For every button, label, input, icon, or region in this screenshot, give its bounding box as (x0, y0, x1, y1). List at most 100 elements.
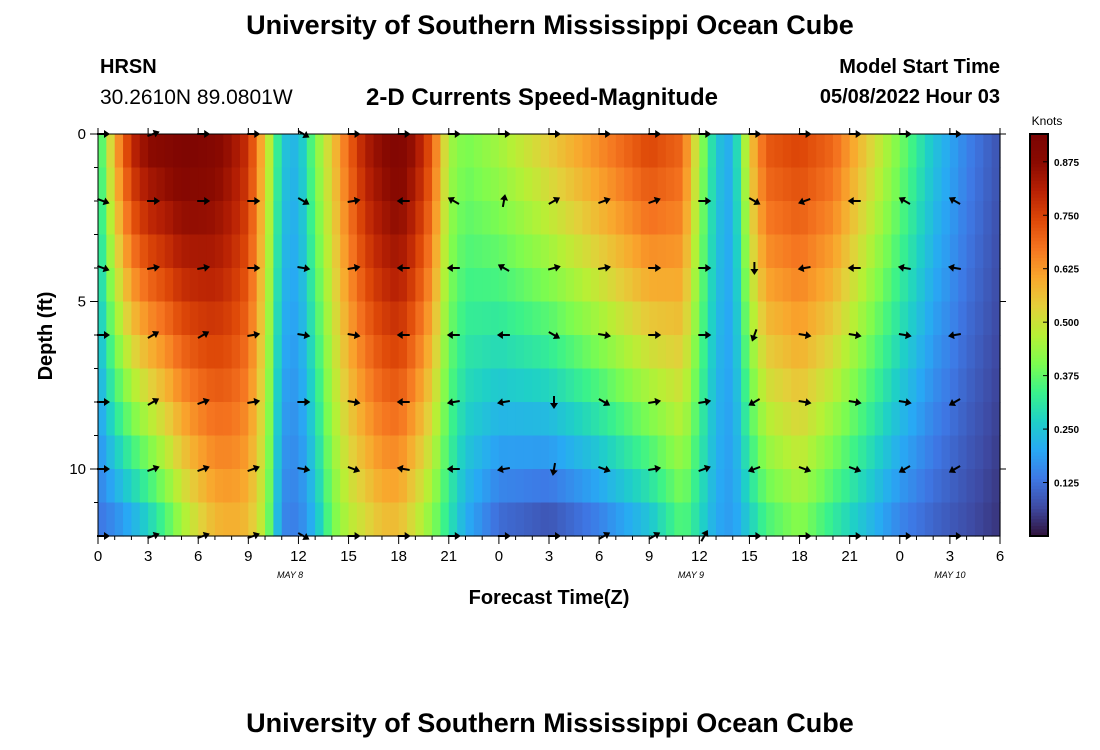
heatmap-cell (98, 301, 107, 336)
heatmap-cell (198, 435, 208, 470)
colorbar-step (1030, 180, 1048, 185)
heatmap-cell (724, 502, 734, 537)
heatmap-cell (507, 469, 517, 504)
heatmap-cell (849, 402, 859, 437)
heatmap-cell (749, 368, 759, 403)
heatmap-cell (924, 301, 934, 336)
heatmap-cell (699, 469, 709, 504)
heatmap-cell (331, 167, 341, 202)
heatmap-cell (557, 402, 567, 437)
heatmap-cell (365, 201, 375, 236)
heatmap-cell (498, 167, 508, 202)
current-arrow (797, 264, 811, 273)
colorbar-frame (1029, 133, 1049, 537)
heatmap-cell (223, 435, 233, 470)
heatmap-cell (139, 435, 149, 470)
current-arrow (847, 197, 861, 205)
heatmap-cell (173, 167, 183, 202)
heatmap-cell (933, 502, 943, 537)
colorbar-step (1030, 274, 1048, 279)
heatmap-cell (398, 268, 408, 303)
heatmap-cell (398, 435, 408, 470)
heatmap-cell (331, 234, 341, 269)
heatmap-cell (390, 368, 400, 403)
colorbar-step (1030, 328, 1048, 333)
heatmap-cell (874, 402, 884, 437)
heatmap-cell (523, 335, 533, 370)
heatmap-cell (949, 134, 959, 169)
heatmap-cell (799, 268, 809, 303)
heatmap-cell (340, 167, 350, 202)
heatmap-cell (356, 234, 366, 269)
heatmap-cell (899, 234, 909, 269)
heatmap-cell (858, 469, 867, 504)
heatmap-cell (690, 469, 700, 504)
heatmap-cell (473, 469, 483, 504)
heatmap-cell (933, 201, 943, 236)
colorbar-step (1030, 234, 1048, 239)
heatmap-cell (173, 134, 183, 169)
heatmap-cell (924, 268, 934, 303)
y-axis-label: Depth (ft) (35, 292, 57, 381)
heatmap-cell (899, 167, 909, 202)
heatmap-cell (298, 435, 308, 470)
heatmap-cell (315, 167, 325, 202)
heatmap-cell (599, 234, 609, 269)
heatmap-cell (532, 201, 542, 236)
heatmap-cell (866, 268, 876, 303)
heatmap-cell (690, 502, 700, 537)
heatmap-cell (123, 469, 133, 504)
colorbar-step (1030, 304, 1048, 309)
heatmap-cell (716, 335, 725, 370)
heatmap-cell (941, 201, 951, 236)
date-label: MAY 10 (934, 570, 965, 580)
heatmap-cell (557, 435, 567, 470)
heatmap-cell (181, 502, 191, 537)
date-label: MAY 8 (277, 570, 303, 580)
heatmap-cell (373, 234, 383, 269)
heatmap-cell (774, 335, 784, 370)
colorbar-step (1030, 164, 1048, 169)
heatmap-cell (824, 167, 834, 202)
heatmap-cell (482, 167, 492, 202)
heatmap-cell (657, 502, 667, 537)
heatmap-cell (515, 201, 525, 236)
heatmap-cell (849, 134, 859, 169)
heatmap-cell (398, 502, 408, 537)
heatmap-cell (457, 167, 467, 202)
heatmap-cell (407, 435, 416, 470)
heatmap-cell (640, 301, 650, 336)
heatmap-cell (958, 301, 968, 336)
heatmap-cell (966, 368, 976, 403)
heatmap-cell (415, 469, 425, 504)
heatmap-cell (381, 502, 391, 537)
heatmap-cell (148, 502, 158, 537)
colorbar-step (1030, 485, 1048, 490)
heatmap-cell (590, 402, 600, 437)
heatmap-cell (766, 301, 776, 336)
heatmap-cell (290, 469, 300, 504)
heatmap-cell (407, 268, 416, 303)
heatmap-cell (457, 469, 467, 504)
colorbar-step (1030, 221, 1048, 226)
heatmap-cell (983, 301, 993, 336)
heatmap-cell (674, 335, 684, 370)
heatmap-cell (381, 335, 391, 370)
heatmap-cell (741, 502, 751, 537)
heatmap-cell (540, 268, 550, 303)
heatmap-cell (749, 234, 759, 269)
heatmap-cell (457, 268, 467, 303)
heatmap-cell (306, 368, 316, 403)
heatmap-cell (707, 469, 717, 504)
heatmap-cell (607, 134, 617, 169)
heatmap-cell (498, 301, 508, 336)
heatmap-cell (590, 301, 600, 336)
heatmap-cell (256, 201, 266, 236)
heatmap-cell (415, 435, 425, 470)
heatmap-cell (657, 268, 667, 303)
colorbar-step (1030, 448, 1048, 453)
heatmap-cell (716, 134, 725, 169)
heatmap-cell (323, 201, 333, 236)
heatmap-cell (398, 134, 408, 169)
heatmap-cell (807, 469, 817, 504)
